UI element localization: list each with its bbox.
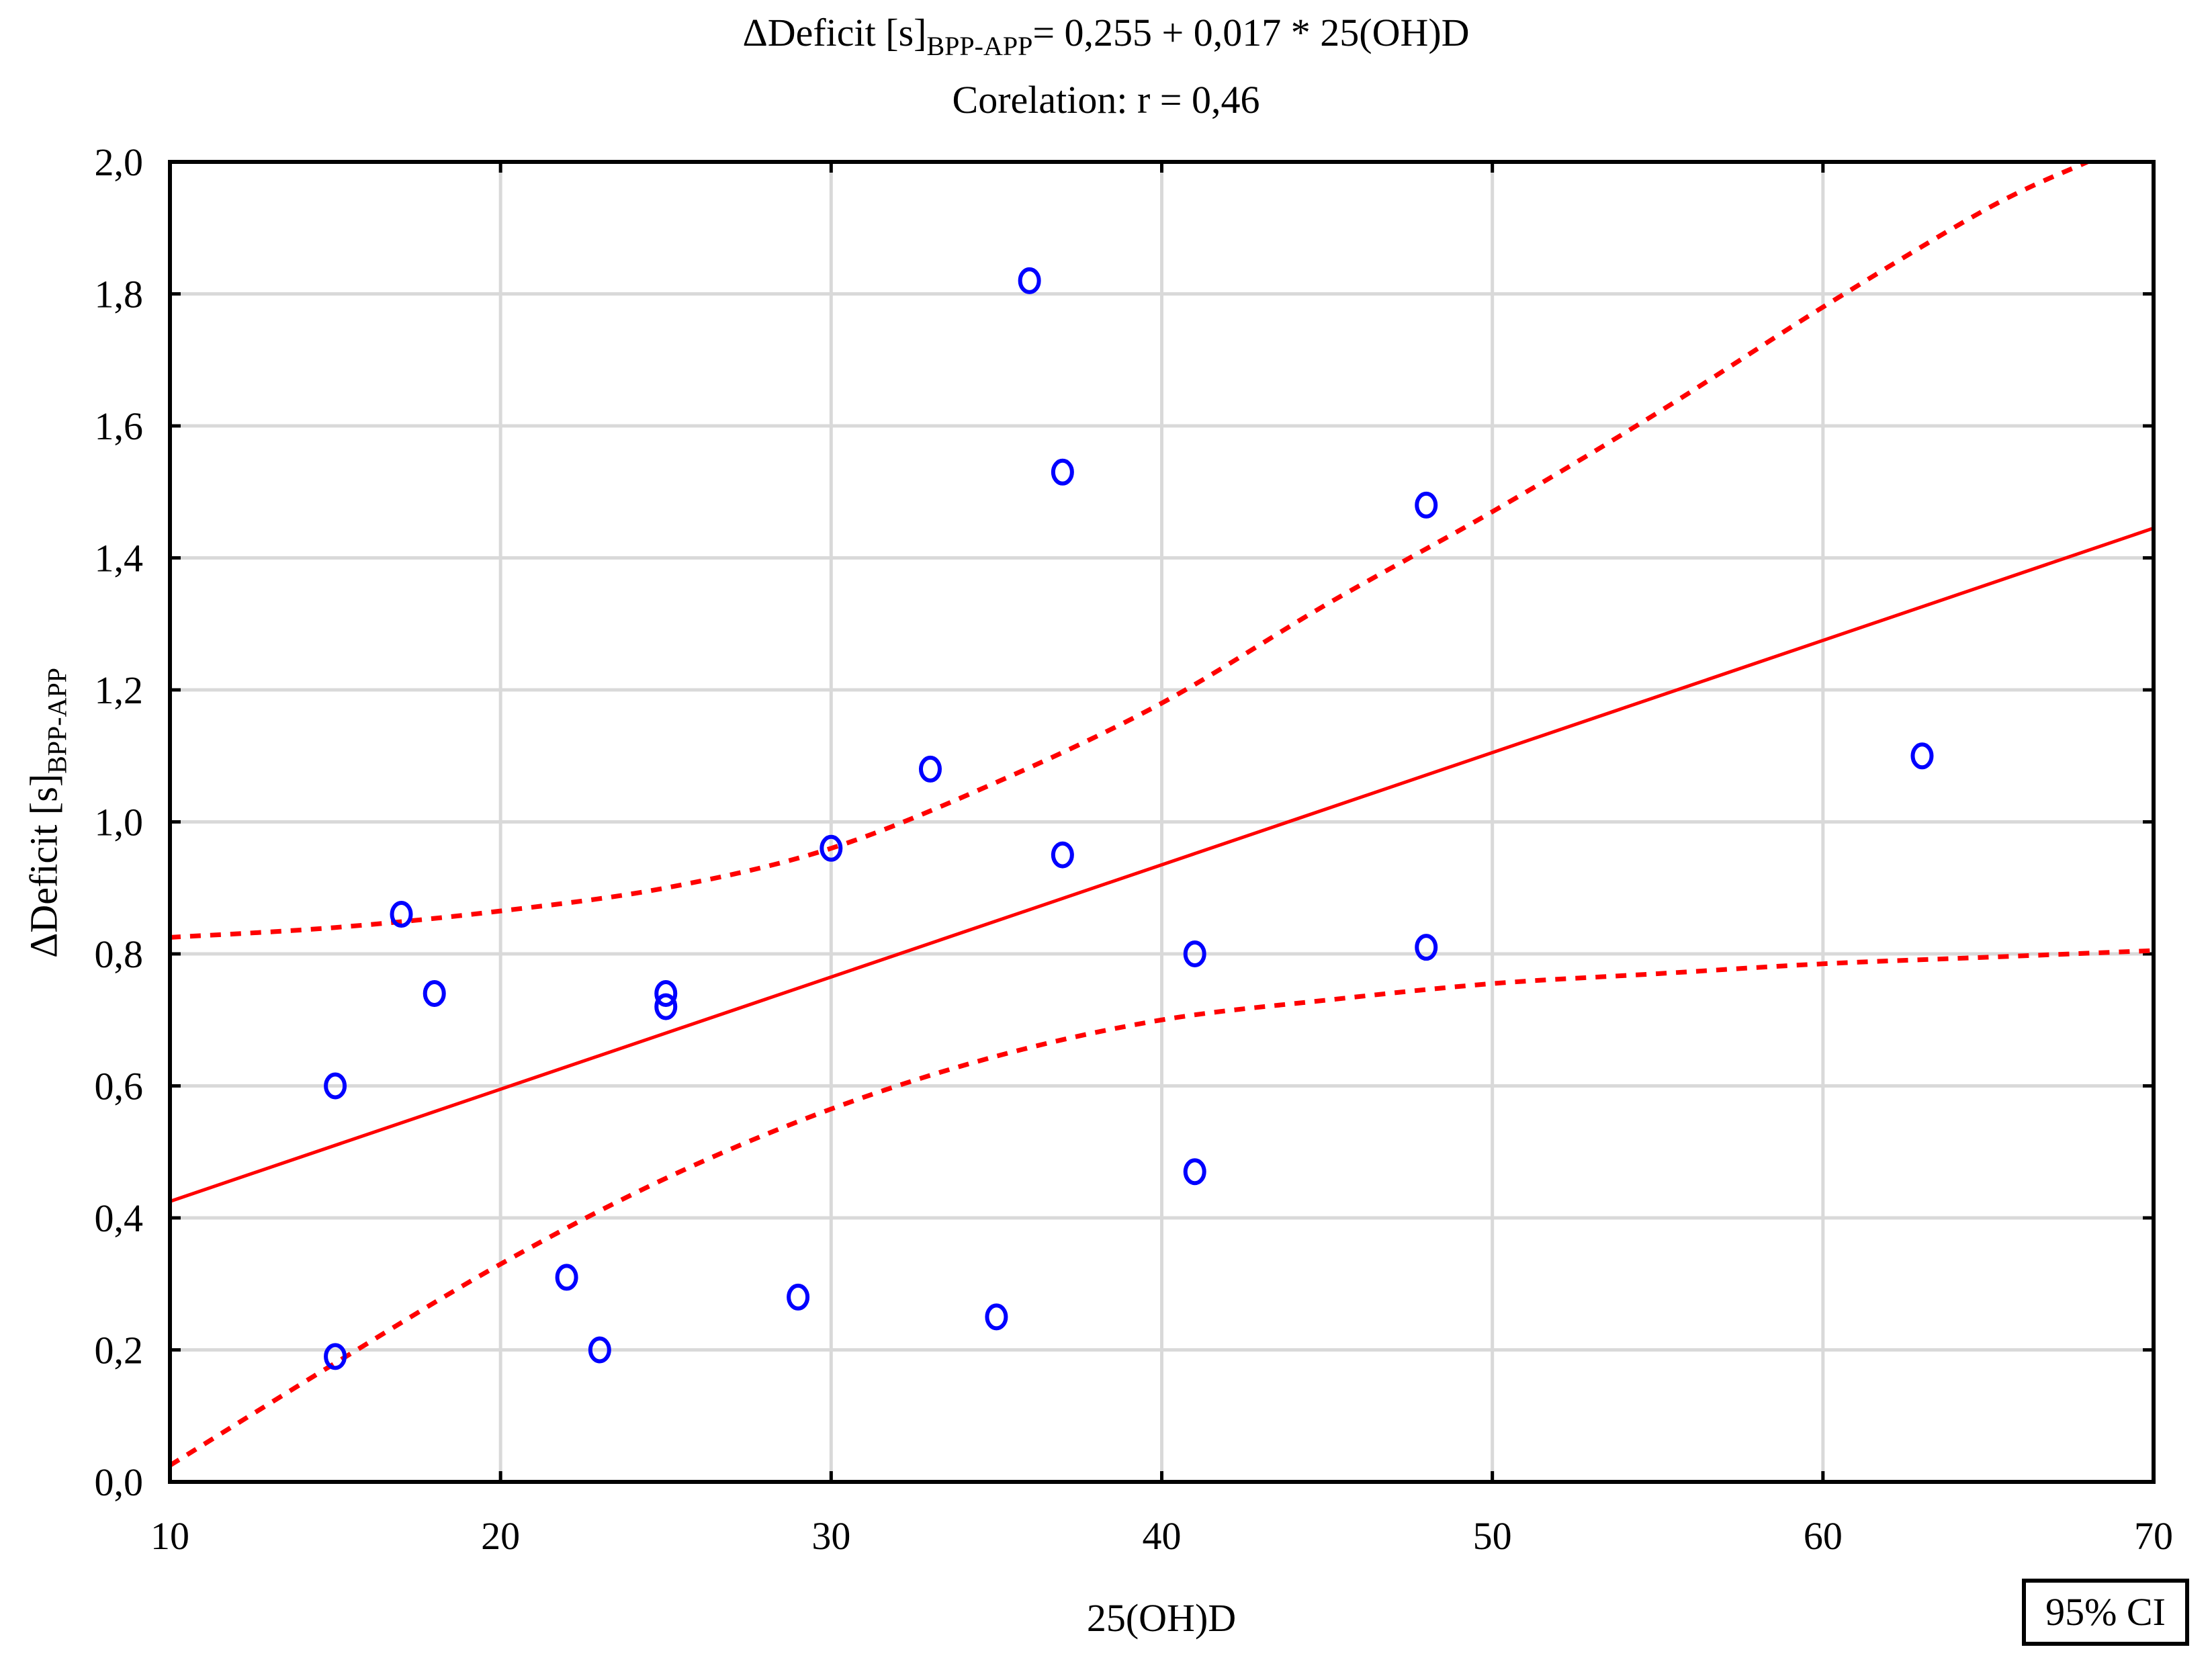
data-point <box>654 979 678 1007</box>
regression-lines <box>170 162 2154 1468</box>
x-tick-label: 30 <box>811 1514 850 1558</box>
data-point <box>588 1336 611 1364</box>
y-axis-label-main: ΔDeficit [s] <box>21 773 66 958</box>
chart-title-subscript: BPP-APP <box>926 31 1033 61</box>
y-tick-label: 0,8 <box>95 932 144 976</box>
data-point <box>390 901 413 928</box>
y-tick-label: 0,2 <box>95 1329 144 1372</box>
x-tick-label: 10 <box>150 1514 189 1558</box>
plot-frame <box>168 160 2156 1484</box>
x-tick-label: 50 <box>1473 1514 1512 1558</box>
y-tick-label: 1,2 <box>95 668 144 712</box>
data-points <box>324 267 1934 1370</box>
data-point <box>1018 267 1041 294</box>
y-tick-label: 1,6 <box>95 404 144 448</box>
y-tick-label: 0,6 <box>95 1065 144 1108</box>
data-point <box>787 1283 810 1311</box>
y-axis-label: ΔDeficit [s]BPP-APP <box>21 668 73 958</box>
x-tick-label: 20 <box>481 1514 520 1558</box>
ci-lower-line <box>170 948 2154 1468</box>
y-tick-label: 0,4 <box>95 1196 144 1240</box>
x-axis-label: 25(OH)D <box>1086 1596 1237 1640</box>
ci-upper-line <box>170 162 2089 940</box>
chart-title-main: ΔDeficit [s] <box>742 11 927 54</box>
data-point <box>423 979 446 1007</box>
data-point <box>1415 491 1438 519</box>
data-point <box>1910 742 1934 770</box>
y-tick-label: 1,0 <box>95 801 144 844</box>
chart-title: ΔDeficit [s]BPP-APP= 0,255 + 0,017 * 25(… <box>0 13 2212 60</box>
x-tick-label: 60 <box>1804 1514 1843 1558</box>
y-tick-label: 1,8 <box>95 273 144 316</box>
data-point <box>820 834 843 862</box>
data-point <box>324 1343 347 1370</box>
data-point <box>1183 940 1206 967</box>
data-point <box>1183 1158 1206 1186</box>
chart-title-equation: = 0,255 + 0,017 * 25(OH)D <box>1032 11 1470 54</box>
data-point <box>1051 458 1074 486</box>
x-tick-label: 70 <box>2134 1514 2173 1558</box>
data-point <box>1051 841 1074 869</box>
tick-labels: 10 20 30 40 50 60 70 0,0 0,2 0,4 0,6 0,8 1,0 1,2 1,4 1,… <box>95 140 2174 1558</box>
y-axis-label-subscript: BPP-APP <box>42 668 73 774</box>
legend-ci-box: 95% CI <box>2022 1579 2189 1646</box>
y-tick-label: 1,4 <box>95 537 144 580</box>
data-point <box>918 755 942 783</box>
data-point <box>985 1303 1008 1331</box>
data-point <box>324 1072 347 1100</box>
y-tick-label: 2,0 <box>95 140 144 184</box>
y-tick-label: 0,0 <box>95 1460 144 1504</box>
chart-subtitle: Corelation: r = 0,46 <box>952 78 1260 122</box>
data-point <box>1415 934 1438 961</box>
data-point <box>555 1264 578 1291</box>
data-point <box>654 993 678 1020</box>
x-tick-label: 40 <box>1143 1514 1182 1558</box>
regression-line <box>170 526 2154 1203</box>
